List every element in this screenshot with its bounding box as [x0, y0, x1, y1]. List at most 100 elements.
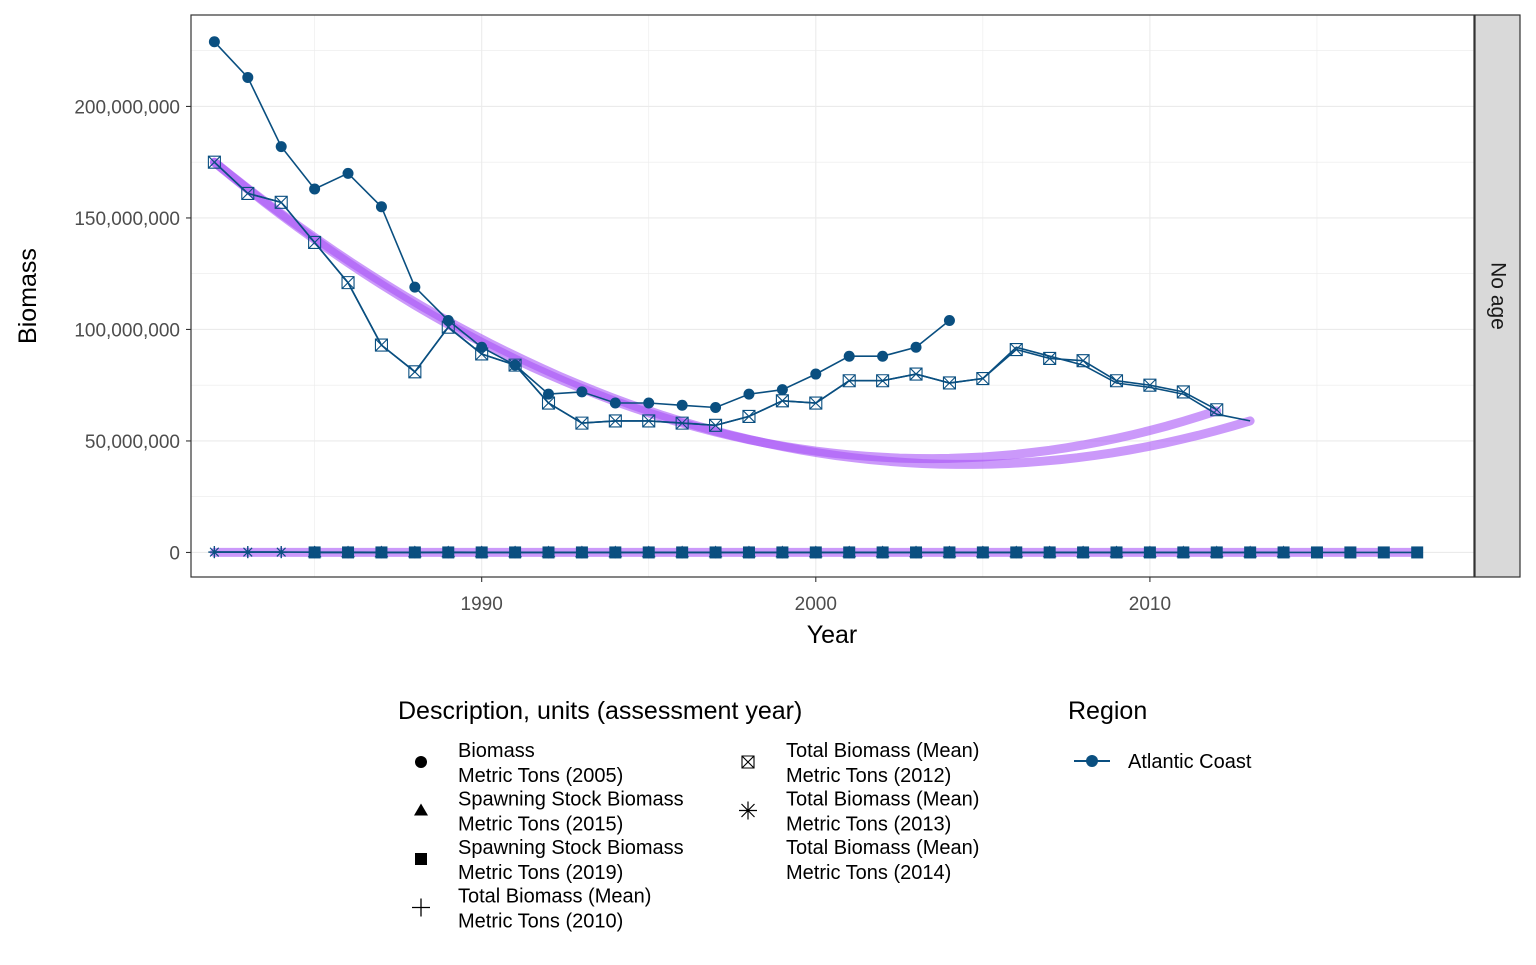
- shape-legend-item: Total Biomass (Mean) Metric Tons (2014): [786, 837, 979, 884]
- shape-legend-label: Total Biomass (Mean): [458, 886, 651, 908]
- y-axis-title: Biomass: [14, 248, 42, 344]
- shape-legend-label: Metric Tons (2019): [458, 862, 623, 884]
- y-tick-label: 100,000,000: [74, 320, 180, 341]
- data-point: [375, 339, 387, 351]
- trend-band-1: [214, 162, 1216, 458]
- data-point: [343, 168, 354, 179]
- data-point: [242, 72, 253, 83]
- data-point: [944, 315, 955, 326]
- shape-legend-item: Total Biomass (Mean) Metric Tons (2013): [739, 789, 979, 836]
- y-tick-label: 200,000,000: [74, 97, 180, 118]
- data-point: [777, 384, 788, 395]
- x-tick-label: 2000: [795, 594, 837, 615]
- facet-label: No age: [1486, 262, 1509, 330]
- region-legend-dot: [1086, 755, 1098, 767]
- series-none-6: [214, 162, 1250, 425]
- y-tick-label: 150,000,000: [74, 209, 180, 230]
- series-line: [214, 162, 1216, 425]
- data-point: [309, 183, 320, 194]
- data-point: [208, 546, 220, 558]
- shape-legend-item: Total Biomass (Mean) Metric Tons (2010): [412, 886, 651, 933]
- series-line: [214, 162, 1250, 425]
- data-point: [1211, 546, 1223, 558]
- shape-legend: Description, units (assessment year) Bio…: [398, 697, 979, 933]
- y-tick-label: 0: [169, 543, 180, 564]
- shape-legend-label: Total Biomass (Mean): [786, 740, 979, 762]
- shape-legend-item: Spawning Stock Biomass Metric Tons (2019): [415, 837, 684, 884]
- data-point: [409, 366, 421, 378]
- shape-legend-label: Metric Tons (2005): [458, 765, 623, 787]
- panel-border: [191, 15, 1474, 577]
- shape-legend-label: Metric Tons (2010): [458, 911, 623, 933]
- shape-legend-label: Metric Tons (2014): [786, 862, 951, 884]
- data-point: [510, 360, 521, 371]
- data-point: [1344, 546, 1356, 558]
- shape-legend-label: Biomass: [458, 740, 535, 762]
- data-point: [1378, 546, 1390, 558]
- region-legend: Region Atlantic Coast: [1068, 697, 1252, 773]
- shape-legend-label: Total Biomass (Mean): [786, 789, 979, 811]
- series-line: [214, 42, 949, 408]
- data-point: [643, 398, 654, 409]
- data-point: [710, 402, 721, 413]
- region-legend-label: Atlantic Coast: [1128, 751, 1252, 773]
- data-point: [476, 342, 487, 353]
- legend-key-mark: [739, 802, 757, 820]
- x-tick-label: 1990: [461, 594, 503, 615]
- data-point: [242, 546, 254, 558]
- data-point: [1278, 546, 1290, 558]
- x-axis-title: Year: [807, 621, 858, 649]
- data-point: [275, 196, 287, 208]
- data-point: [342, 277, 354, 289]
- data-point: [610, 398, 621, 409]
- legend-key-mark: [415, 853, 427, 865]
- data-point: [877, 351, 888, 362]
- data-point: [677, 400, 688, 411]
- shape-legend-label: Metric Tons (2015): [458, 814, 623, 836]
- data-point: [743, 410, 755, 422]
- data-point: [1177, 546, 1189, 558]
- data-point: [1244, 546, 1256, 558]
- data-point: [276, 141, 287, 152]
- shape-legend-label: Total Biomass (Mean): [786, 837, 979, 859]
- trend-band-0: [214, 162, 1250, 464]
- shape-legend-item: Total Biomass (Mean) Metric Tons (2012): [742, 740, 979, 787]
- data-point: [275, 546, 287, 558]
- data-point: [1144, 546, 1156, 558]
- legend-key-mark: [742, 756, 754, 768]
- data-point: [810, 369, 821, 380]
- grid-layer: [191, 15, 1474, 577]
- data-point: [409, 282, 420, 293]
- y-axis: 0 50,000,000 100,000,000 150,000,000 200,000…: [74, 97, 191, 564]
- legend-key-mark: [412, 899, 430, 917]
- y-tick-label: 50,000,000: [85, 432, 180, 453]
- legend-key-square: [415, 853, 427, 865]
- data-point: [910, 368, 922, 380]
- shape-legend-label: Spawning Stock Biomass: [458, 789, 684, 811]
- shape-legend-label: Spawning Stock Biomass: [458, 837, 684, 859]
- series-boxcross-4: [208, 156, 1222, 431]
- data-point: [1177, 386, 1189, 398]
- data-point: [844, 351, 855, 362]
- shape-legend-title: Description, units (assessment year): [398, 697, 802, 725]
- data-point: [376, 201, 387, 212]
- legend-key-mark: [415, 756, 427, 768]
- region-legend-title: Region: [1068, 697, 1147, 725]
- x-tick-label: 2010: [1129, 594, 1171, 615]
- legend-key-mark: [414, 804, 428, 816]
- legend-key-plus: [412, 899, 430, 917]
- shape-legend-label: Metric Tons (2013): [786, 814, 951, 836]
- data-point: [209, 36, 220, 47]
- data-point: [743, 389, 754, 400]
- legend-key-asterisk: [739, 802, 757, 820]
- shape-legend-label: Metric Tons (2012): [786, 765, 951, 787]
- data-point: [576, 386, 587, 397]
- legend-key-triangle: [414, 804, 428, 816]
- shape-legend-item: Biomass Metric Tons (2005): [415, 740, 623, 787]
- data-point: [911, 342, 922, 353]
- data-point: [543, 389, 554, 400]
- x-axis: 1990 2000 2010: [461, 577, 1172, 615]
